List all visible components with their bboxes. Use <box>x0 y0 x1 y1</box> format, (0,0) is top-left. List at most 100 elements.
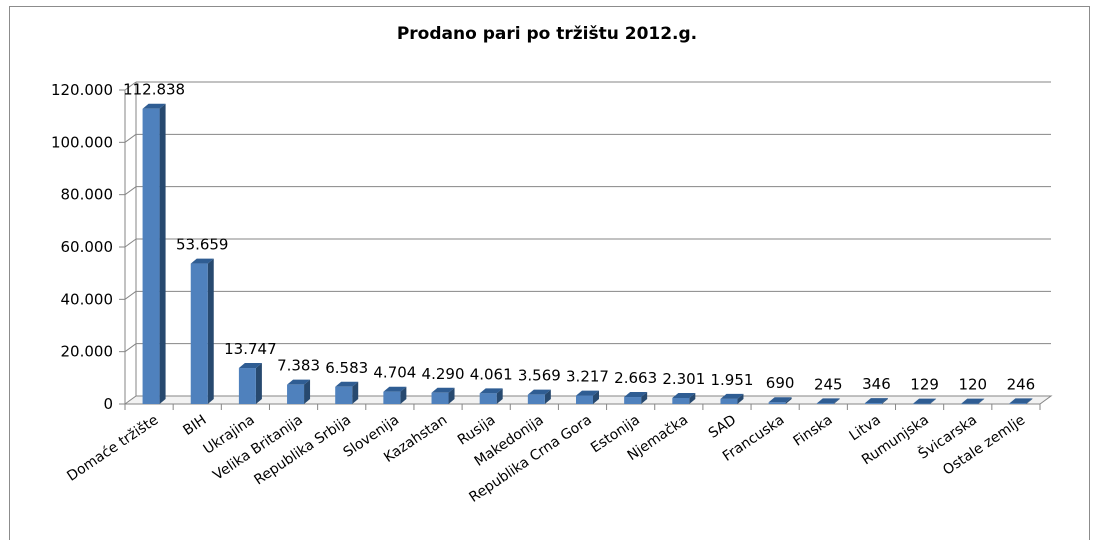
bar <box>768 397 792 404</box>
bar-top <box>238 363 262 369</box>
data-label: 13.747 <box>224 340 277 358</box>
gridline-depth <box>124 81 137 91</box>
gridline-depth <box>124 343 137 353</box>
bar <box>527 389 551 404</box>
bar-front <box>527 394 545 404</box>
bar-front <box>431 392 449 404</box>
bar <box>431 387 455 404</box>
bar-side <box>593 390 599 404</box>
bar-top <box>190 258 214 264</box>
bar <box>624 392 648 404</box>
bar-side <box>833 398 840 404</box>
bar-side <box>496 388 503 404</box>
bar-top <box>864 398 888 404</box>
bar-top <box>624 392 648 398</box>
data-label: 3.569 <box>518 367 561 385</box>
bars <box>142 103 1033 405</box>
data-label: 4.061 <box>470 365 513 383</box>
bar-front <box>913 403 931 405</box>
bar-side <box>785 397 792 404</box>
bar <box>479 388 503 404</box>
bar <box>238 363 262 404</box>
bar-side <box>544 389 551 404</box>
bar-front <box>768 402 786 404</box>
data-label: 4.290 <box>422 365 465 383</box>
bar-top <box>961 398 985 404</box>
data-label: 246 <box>1007 375 1036 393</box>
bar-top <box>720 393 744 399</box>
bar-top <box>287 379 311 385</box>
gridline-depth <box>124 238 137 248</box>
bar-top <box>479 388 503 394</box>
data-label: 120 <box>958 376 987 394</box>
y-tick-labels: 0 20.000 40.000 60.000 80.000 100.000 120.000 <box>51 81 113 413</box>
bar-side <box>881 398 888 404</box>
data-label: 4.704 <box>373 364 416 382</box>
bar <box>383 386 407 404</box>
bar-side <box>448 387 455 404</box>
y-tick-label: 80.000 <box>61 186 114 204</box>
chart-frame <box>9 6 1090 540</box>
bar-top <box>1009 398 1033 404</box>
data-label: 112.838 <box>123 81 185 99</box>
x-tick-label: SAD <box>706 412 739 442</box>
bar-front <box>864 403 882 404</box>
bar-front <box>816 403 834 404</box>
bar-front <box>576 395 593 404</box>
bar <box>335 381 359 404</box>
bar-side <box>641 392 648 404</box>
x-tick-label: Ostale zemlje <box>940 412 1028 479</box>
bar-front <box>287 384 305 404</box>
data-label: 346 <box>862 375 891 393</box>
bar-side <box>689 392 696 404</box>
bar-front <box>961 403 979 405</box>
x-tick-label: Domaće tržište <box>64 412 161 485</box>
bar-top <box>576 390 599 396</box>
bar-side <box>1026 398 1033 404</box>
bar-front <box>142 108 160 404</box>
bar-front <box>624 397 642 404</box>
bar-side <box>400 386 407 404</box>
bar-side <box>255 363 262 404</box>
bar-side <box>304 379 311 404</box>
bar-top <box>142 103 166 109</box>
bar <box>287 379 311 404</box>
bar <box>142 103 166 404</box>
bar-top <box>672 392 696 398</box>
data-label: 2.301 <box>662 370 705 388</box>
bar-top <box>527 389 551 395</box>
axes <box>119 82 1053 410</box>
gridlines <box>124 81 1051 353</box>
bar <box>961 398 985 405</box>
bar <box>1009 398 1033 404</box>
chart-title: Prodano pari po tržištu 2012.g. <box>396 24 698 44</box>
bar-side <box>352 381 359 404</box>
data-label: 2.663 <box>614 369 657 387</box>
y-tick-label: 40.000 <box>61 290 114 308</box>
y-tick-label: 20.000 <box>61 343 114 361</box>
x-tick-label: Litva <box>847 412 884 444</box>
data-label: 7.383 <box>277 357 320 375</box>
bar <box>190 258 214 404</box>
data-label: 245 <box>814 375 843 393</box>
bar <box>576 390 599 404</box>
bar <box>913 398 937 405</box>
y-tick-label: 0 <box>103 395 113 413</box>
x-tick-label: BIH <box>180 412 209 439</box>
bar-front <box>720 398 738 404</box>
bar-top <box>816 398 840 404</box>
bar-top <box>768 397 792 403</box>
bar <box>864 398 888 404</box>
bar <box>720 393 744 404</box>
bar-top <box>383 386 407 392</box>
data-label: 690 <box>766 374 795 392</box>
y-tick-label: 120.000 <box>51 81 113 99</box>
gridline-depth <box>124 186 137 196</box>
bar-front <box>672 397 690 404</box>
data-label: 129 <box>910 376 939 394</box>
bar-side <box>737 393 744 404</box>
bar-side <box>978 398 985 404</box>
data-label: 1.951 <box>710 371 753 389</box>
x-tick-label: Finska <box>790 412 835 450</box>
